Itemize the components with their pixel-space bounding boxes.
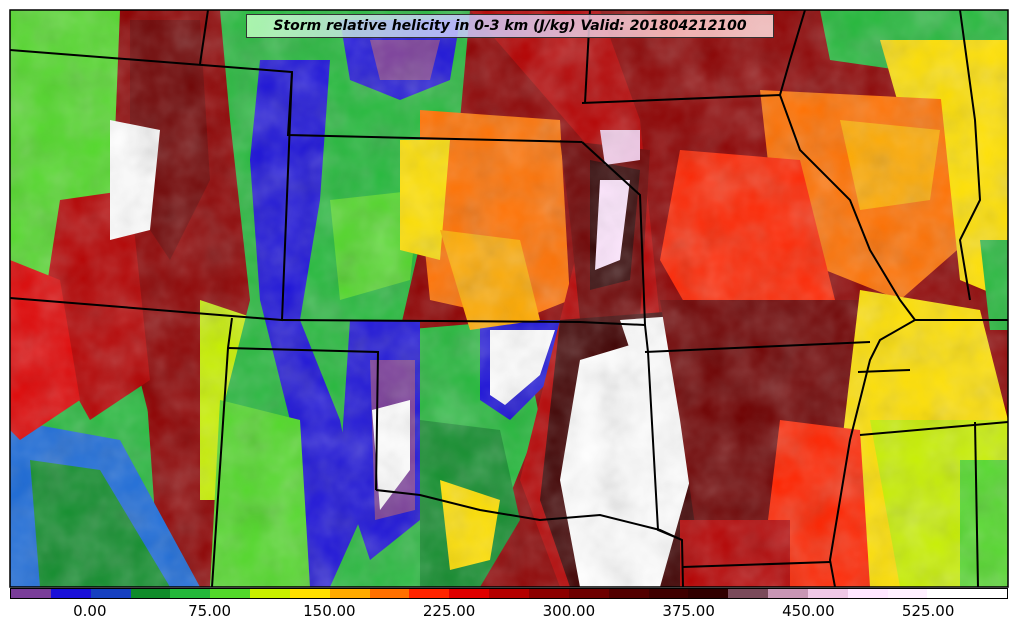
colorbar-tick-label: 525.00 bbox=[901, 602, 955, 620]
colorbar-segment bbox=[489, 589, 529, 598]
plot-frame bbox=[9, 9, 1009, 588]
colorbar-segment bbox=[409, 589, 450, 598]
colorbar-tick-label: 150.00 bbox=[303, 602, 356, 620]
colorbar-segment bbox=[807, 589, 848, 598]
colorbar-segment bbox=[50, 589, 91, 598]
colorbar-segment bbox=[170, 589, 211, 598]
colorbar-tick-label: 450.00 bbox=[782, 602, 835, 620]
colorbar-segment bbox=[568, 589, 609, 598]
colorbar-segment bbox=[210, 589, 251, 598]
state-boundaries bbox=[10, 10, 1008, 587]
colorbar-ticks: 0.00 75.00 150.00 225.00 300.00 375.00 450.00 5… bbox=[0, 602, 1018, 626]
colorbar-tick-label: 75.00 bbox=[188, 602, 232, 620]
colorbar-segment bbox=[967, 589, 1008, 598]
colorbar-segment bbox=[728, 589, 769, 598]
colorbar-segment bbox=[528, 589, 569, 598]
colorbar-segment bbox=[329, 589, 370, 598]
colorbar-segment bbox=[847, 589, 888, 598]
colorbar-segment bbox=[11, 589, 51, 598]
colorbar-segment bbox=[90, 589, 131, 598]
colorbar-tick-label: 375.00 bbox=[662, 602, 715, 620]
colorbar-segment bbox=[250, 589, 290, 598]
helicity-field bbox=[10, 10, 1008, 587]
colorbar-segment bbox=[369, 589, 410, 598]
colorbar-segment bbox=[608, 589, 649, 598]
colorbar-segment bbox=[688, 589, 729, 598]
colorbar-segment bbox=[887, 589, 928, 598]
map-title: Storm relative helicity in 0-3 km (J/kg)… bbox=[246, 14, 774, 38]
colorbar-tick-label: 225.00 bbox=[422, 602, 476, 620]
colorbar-tick-label: 300.00 bbox=[542, 602, 596, 620]
map-title-text: Storm relative helicity in 0-3 km (J/kg)… bbox=[273, 18, 747, 34]
colorbar-segment bbox=[768, 589, 808, 598]
colorbar-segment bbox=[648, 589, 689, 598]
colorbar-segment bbox=[289, 589, 330, 598]
colorbar-segment bbox=[927, 589, 968, 598]
colorbar-segment bbox=[449, 589, 490, 598]
colorbar bbox=[10, 588, 1008, 599]
colorbar-tick-label: 0.00 bbox=[73, 602, 107, 620]
colorbar-segment bbox=[130, 589, 171, 598]
